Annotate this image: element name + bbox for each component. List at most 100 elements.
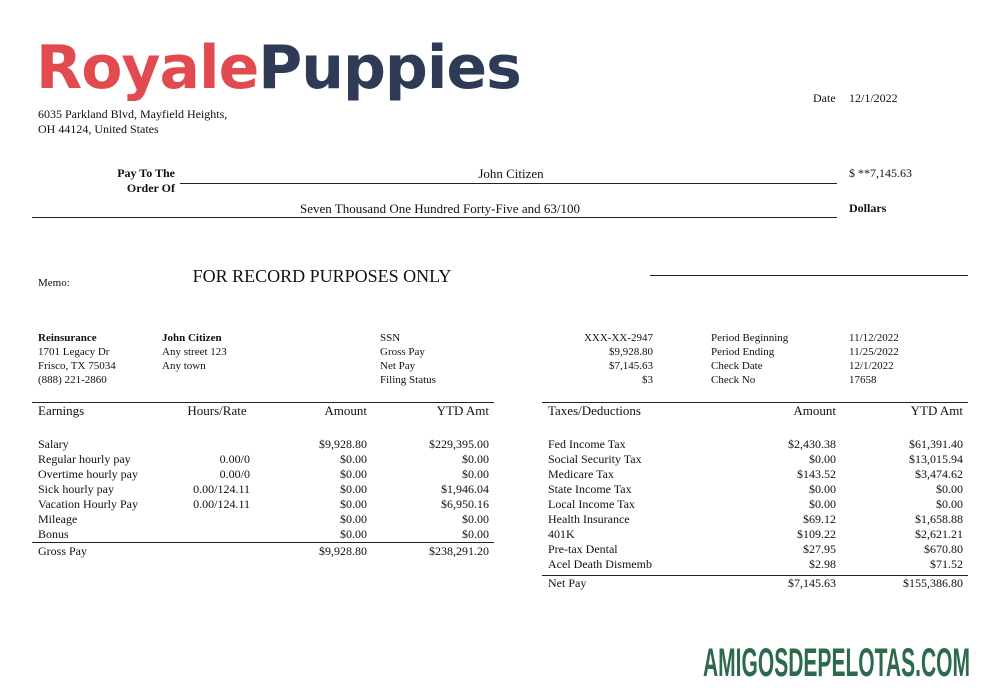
info-value: $3 <box>642 374 653 386</box>
tax-cell: Social Security Tax <box>548 452 642 466</box>
earnings-cell: $0.00 <box>340 527 367 541</box>
address-line: 6035 Parkland Blvd, Mayfield Heights, <box>38 107 228 121</box>
tax-cell: $670.80 <box>924 542 963 556</box>
tax-cell: $0.00 <box>809 497 836 511</box>
employee-line: Any street 123 <box>162 346 227 358</box>
info-value: $7,145.63 <box>609 360 653 372</box>
earnings-total: Gross Pay <box>38 544 88 558</box>
column-header: Earnings <box>38 403 85 418</box>
tax-cell: $2,621.21 <box>915 527 963 541</box>
column-header: Amount <box>793 403 836 418</box>
earnings-cell: Vacation Hourly Pay <box>38 497 138 511</box>
logo-second: Puppies <box>258 33 522 103</box>
rule <box>650 275 968 276</box>
earnings-cell: Mileage <box>38 512 78 526</box>
earnings-cell: 0.00/0 <box>219 452 250 466</box>
check-amount: $ **7,145.63 <box>849 166 912 180</box>
tax-cell: $0.00 <box>809 452 836 466</box>
info-label: SSN <box>380 332 401 344</box>
tax-cell: 401K <box>548 527 575 541</box>
tax-cell: $69.12 <box>803 512 836 526</box>
memo-label: Memo: <box>38 277 70 289</box>
earnings-cell: $0.00 <box>340 467 367 481</box>
tax-cell: $0.00 <box>936 497 963 511</box>
column-header: Amount <box>324 403 367 418</box>
earnings-cell: 0.00/0 <box>219 467 250 481</box>
pay-to-label: Pay To The <box>117 166 175 180</box>
rule <box>542 575 968 576</box>
earnings-cell: Bonus <box>38 527 69 541</box>
earnings-cell: 0.00/124.11 <box>193 497 250 511</box>
tax-cell: Fed Income Tax <box>548 437 626 451</box>
period-value: 12/1/2022 <box>849 360 894 372</box>
tax-cell: Medicare Tax <box>548 467 614 481</box>
earnings-cell: Regular hourly pay <box>38 452 131 466</box>
period-value: 11/25/2022 <box>849 346 899 358</box>
earnings-cell: Overtime hourly pay <box>38 467 138 481</box>
date-label: Date <box>813 91 836 105</box>
employee-line: John Citizen <box>162 332 222 344</box>
earnings-total: $9,928.80 <box>319 544 367 558</box>
employer-line: (888) 221-2860 <box>38 374 107 386</box>
tax-cell: $0.00 <box>809 482 836 496</box>
tax-total: $155,386.80 <box>903 576 963 590</box>
earnings-cell: 0.00/124.11 <box>193 482 250 496</box>
tax-cell: $2,430.38 <box>788 437 836 451</box>
info-value: XXX-XX-2947 <box>583 332 653 344</box>
period-value: 17658 <box>849 374 877 386</box>
rule <box>32 402 494 403</box>
column-header: YTD Amt <box>436 403 489 418</box>
earnings-cell: $0.00 <box>340 512 367 526</box>
watermark: AMIGOSDEPELOTAS.COM <box>703 641 970 685</box>
tax-cell: $61,391.40 <box>909 437 963 451</box>
earnings-cell: $9,928.80 <box>319 437 367 451</box>
tax-cell: $143.52 <box>797 467 836 481</box>
earnings-cell: $0.00 <box>340 497 367 511</box>
address-line: OH 44124, United States <box>38 122 159 136</box>
info-value: $9,928.80 <box>609 346 653 358</box>
tax-cell: Health Insurance <box>548 512 630 526</box>
employer-line: Frisco, TX 75034 <box>38 360 116 372</box>
logo-first: Royale <box>36 33 259 103</box>
tax-cell: $71.52 <box>930 557 963 571</box>
period-label: Period Ending <box>711 346 775 358</box>
tax-cell: $2.98 <box>809 557 836 571</box>
earnings-cell: $6,950.16 <box>441 497 489 511</box>
column-header: YTD Amt <box>910 403 963 418</box>
rule <box>180 183 837 184</box>
earnings-cell: $0.00 <box>462 527 489 541</box>
earnings-cell: Salary <box>38 437 69 451</box>
earnings-cell: Sick hourly pay <box>38 482 114 496</box>
tax-cell: $109.22 <box>797 527 836 541</box>
info-label: Gross Pay <box>380 346 425 358</box>
earnings-cell: $229,395.00 <box>429 437 489 451</box>
earnings-cell: $0.00 <box>340 452 367 466</box>
tax-cell: State Income Tax <box>548 482 632 496</box>
earnings-cell: $0.00 <box>462 512 489 526</box>
amount-words: Seven Thousand One Hundred Forty-Five an… <box>300 201 580 216</box>
tax-cell: $27.95 <box>803 542 836 556</box>
rule <box>32 217 837 218</box>
tax-cell: Acel Death Dismemb <box>548 557 652 571</box>
employer-line: Reinsurance <box>38 332 97 344</box>
tax-cell: $0.00 <box>936 482 963 496</box>
column-header: Hours/Rate <box>187 403 247 418</box>
tax-cell: Local Income Tax <box>548 497 635 511</box>
memo: FOR RECORD PURPOSES ONLY <box>192 266 452 286</box>
rule <box>542 402 968 403</box>
tax-cell: $13,015.94 <box>909 452 963 466</box>
earnings-cell: $0.00 <box>340 482 367 496</box>
dollars-label: Dollars <box>849 201 887 215</box>
rule <box>32 542 494 543</box>
payee: John Citizen <box>478 166 544 181</box>
earnings-total: $238,291.20 <box>429 544 489 558</box>
tax-total: Net Pay <box>548 576 587 590</box>
tax-cell: $1,658.88 <box>915 512 963 526</box>
earnings-cell: $1,946.04 <box>441 482 489 496</box>
info-label: Net Pay <box>380 360 416 372</box>
info-label: Filing Status <box>380 374 436 386</box>
logo: RoyalePuppies <box>36 28 522 108</box>
earnings-cell: $0.00 <box>462 467 489 481</box>
period-label: Period Beginning <box>711 332 789 344</box>
